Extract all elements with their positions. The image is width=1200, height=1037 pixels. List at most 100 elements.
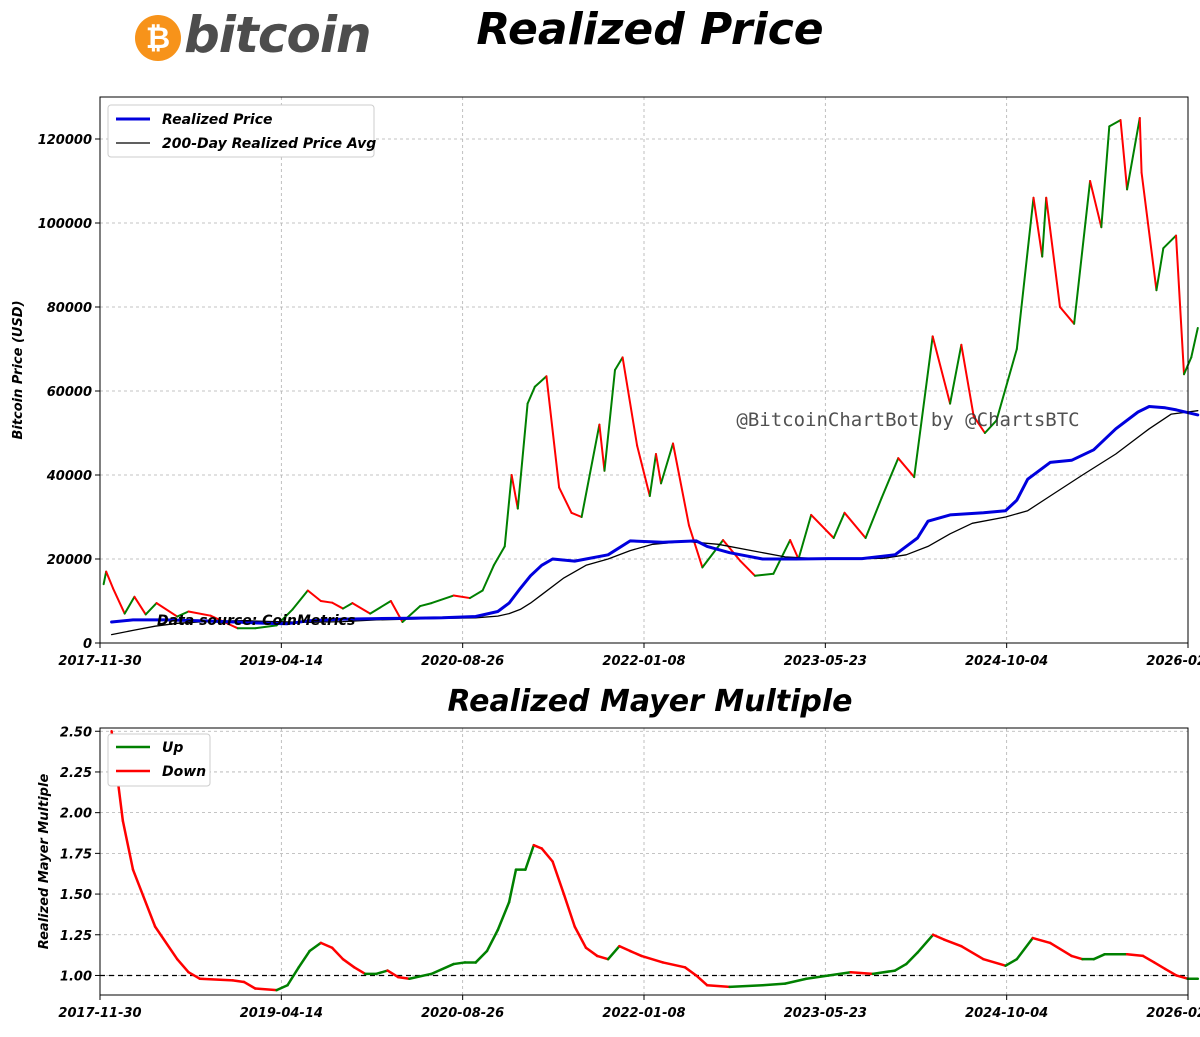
mayer-segment [532, 843, 543, 850]
mayer-segment [573, 925, 588, 950]
price-segment [1138, 117, 1143, 174]
price-segment [810, 513, 835, 539]
mayer-segment [551, 860, 566, 896]
realized-price-legend: Realized Price 200-Day Realized Price Avg [107, 104, 376, 158]
realized-price-line [110, 405, 1200, 626]
mayer-segment [341, 957, 356, 969]
price-segment [983, 419, 998, 434]
price-segment [331, 601, 344, 610]
x-tick-label: 2024-10-04 [965, 654, 1048, 669]
price-segment [558, 486, 573, 514]
price-segment [516, 402, 529, 510]
y-tick-label: 2.50 [60, 725, 92, 740]
mayer-segment [1092, 953, 1106, 961]
mayer-segment [661, 961, 687, 969]
price-segment [503, 474, 513, 548]
y-axis-label: Realized Mayer Multiple [37, 774, 52, 950]
mayer-segment [386, 969, 400, 979]
mayer-segment [606, 944, 621, 961]
mayer-segment [121, 819, 135, 871]
price-segment [648, 453, 657, 497]
mayer-segment [595, 954, 610, 961]
price-segment [739, 560, 756, 577]
x-tick-label: 2024-10-04 [965, 1006, 1048, 1021]
mayer-segment [1004, 957, 1019, 967]
y-tick-label: 60000 [47, 385, 92, 400]
plot-frame [99, 96, 1189, 644]
mayer-segment [1015, 936, 1035, 961]
mayer-segment [474, 949, 489, 964]
price-segment [1175, 234, 1186, 376]
price-segment [1058, 306, 1076, 325]
x-tick-label: 2019-04-14 [240, 1006, 323, 1021]
y-tick-label: 1.50 [60, 888, 92, 903]
mayer-chart-title: Realized Mayer Multiple [447, 684, 853, 719]
price-segment [105, 570, 115, 590]
price-segment [949, 343, 963, 405]
mayer-segment [761, 982, 787, 987]
price-segment [369, 600, 392, 615]
mayer-segment [1175, 974, 1189, 980]
price-segment [319, 600, 334, 604]
mayer-segment [640, 954, 665, 964]
price-segment [598, 423, 606, 472]
x-tick-label: 2026-02-16 [1146, 1006, 1200, 1021]
x-tick-label: 2017-11-30 [58, 1006, 141, 1021]
mayer-segment [562, 892, 576, 928]
mayer-segment [805, 974, 830, 980]
price-segment [603, 369, 616, 472]
y-axis-label: Bitcoin Price (USD) [11, 300, 26, 439]
mayer-segment [584, 946, 599, 958]
price-segment [187, 610, 212, 617]
mayer-segment [1125, 953, 1145, 958]
y-tick-label: 100000 [38, 217, 92, 232]
price-segment [843, 511, 867, 539]
watermark-text: @BitcoinChartBot by @ChartsBTC [736, 409, 1079, 431]
mayer-segment [628, 949, 643, 958]
price-segment [570, 511, 583, 518]
price-segment [492, 545, 506, 567]
price-segment [306, 589, 322, 602]
mayer-segment [916, 933, 935, 954]
price-segment [832, 511, 846, 539]
plot-frame [99, 727, 1189, 996]
price-segment [1190, 327, 1199, 359]
price-segment [580, 423, 601, 518]
y-tick-label: 2.00 [60, 807, 92, 822]
price-segment [351, 602, 372, 615]
price-segment [123, 595, 136, 615]
price-segment [1041, 196, 1048, 258]
price-segment [341, 602, 354, 610]
price-segment [1089, 180, 1103, 229]
y-tick-label: 0 [83, 637, 92, 652]
mayer-segment [827, 970, 852, 977]
mayer-segment [540, 847, 554, 863]
price-segment [1032, 196, 1044, 258]
x-tick-label: 2020-08-26 [421, 1006, 504, 1021]
price-segment [468, 589, 484, 600]
mayer-segment [286, 966, 300, 987]
mayer-segment [618, 944, 632, 953]
price-segment [972, 415, 986, 434]
mayer-multiple-plot: 2017-11-30 2019-04-14 2020-08-26 2022-01-08… [37, 725, 1200, 1021]
mayer-segment [982, 957, 1007, 967]
mayer-segment [1048, 941, 1073, 958]
price-segment [1073, 180, 1092, 325]
y-tick-label: 1.00 [60, 969, 92, 984]
x-tick-label: 2023-05-23 [784, 1006, 867, 1021]
price-segment [687, 524, 704, 569]
legend-label-up: Up [162, 740, 183, 756]
price-segment [510, 474, 519, 510]
price-segment [797, 513, 813, 560]
mayer-segment [507, 868, 518, 904]
mayer-segment [308, 941, 323, 953]
legend-label-down: Down [162, 764, 206, 780]
price-segment [176, 610, 190, 618]
mayer-segment [297, 949, 311, 969]
mayer-segment [319, 941, 334, 950]
page-title: Realized Price [476, 4, 824, 55]
mayer-segment [231, 979, 246, 984]
y-tick-label: 1.75 [60, 847, 92, 862]
price-segment [722, 539, 742, 563]
price-segment [452, 594, 471, 600]
